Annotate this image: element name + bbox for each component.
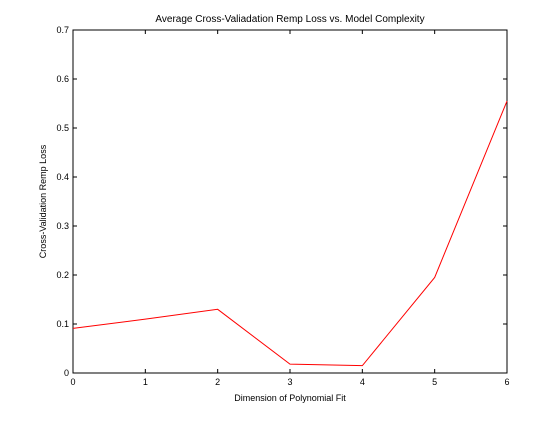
data-point (145, 319, 146, 320)
data-point (290, 364, 291, 365)
data-point (362, 365, 363, 366)
plot-frame (72, 29, 508, 374)
data-point (507, 101, 508, 102)
series-line (72, 100, 508, 367)
data-point (217, 309, 218, 310)
x-tick-label: 3 (287, 377, 292, 387)
y-tick-label: 0.5 (56, 123, 69, 133)
x-tick-label: 6 (504, 377, 509, 387)
y-tick-label: 0.1 (56, 319, 69, 329)
x-tick-label: 1 (143, 377, 148, 387)
x-tick-label: 2 (215, 377, 220, 387)
x-tick-label: 0 (70, 377, 75, 387)
y-axis-title: Cross-Validation Remp Loss (38, 144, 48, 258)
data-point (434, 277, 435, 278)
y-tick-label: 0.3 (56, 221, 69, 231)
x-axis: 0 1 2 3 4 5 6 (70, 30, 510, 387)
x-tick-label: 5 (432, 377, 437, 387)
chart-title: Average Cross-Valiadation Remp Loss vs. … (155, 14, 424, 25)
x-axis-title: Dimension of Polynomial Fit (234, 393, 346, 403)
y-tick-label: 0.6 (56, 74, 69, 84)
y-tick-label: 0 (64, 368, 69, 378)
y-tick-label: 0.7 (56, 25, 69, 35)
series-layer (72, 100, 508, 367)
x-tick-label: 4 (360, 377, 365, 387)
y-tick-label: 0.2 (56, 270, 69, 280)
y-axis: 0 0.1 0.2 0.3 0.4 0.5 0.6 0.7 (56, 25, 507, 378)
y-tick-label: 0.4 (56, 172, 69, 182)
data-point (73, 328, 74, 329)
